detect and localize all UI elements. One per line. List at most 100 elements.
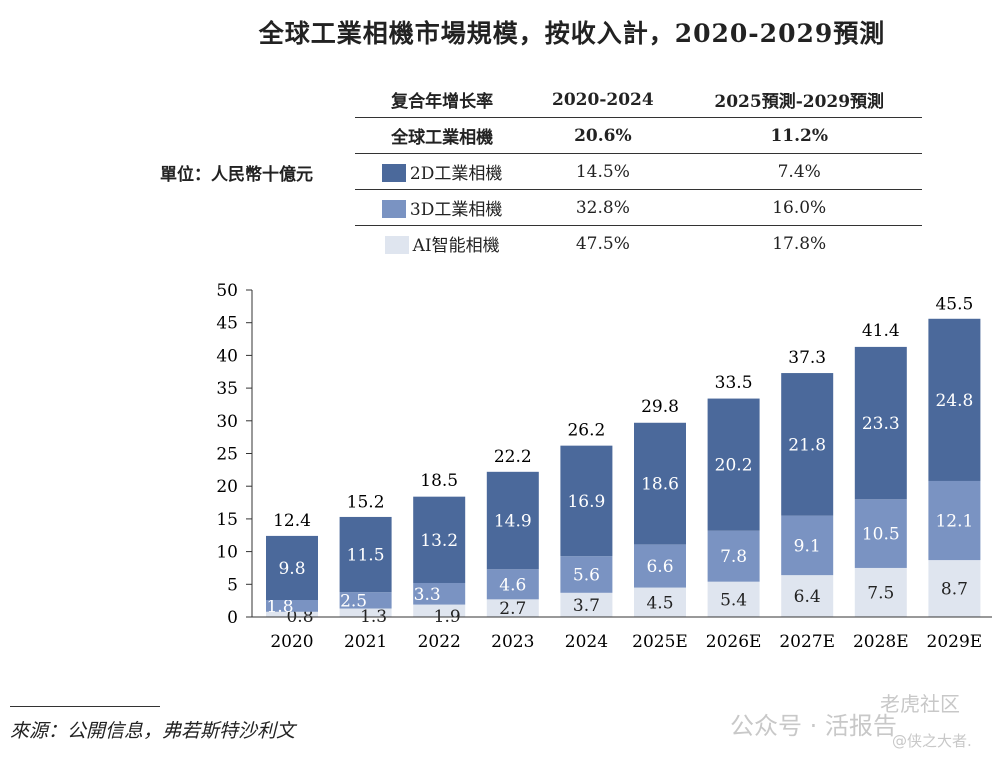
- data-label: 9.8: [278, 559, 305, 579]
- row-label: 2D工業相機: [409, 164, 503, 184]
- row-label: 3D工業相機: [409, 200, 503, 220]
- row-value: 32.8%: [529, 189, 677, 226]
- bar-segment: [854, 567, 907, 617]
- legend-swatch: [381, 164, 406, 182]
- data-label: 16.9: [567, 492, 605, 512]
- data-label: 9.1: [794, 536, 821, 556]
- data-label: 5.6: [573, 565, 600, 585]
- bar-segment: [486, 471, 539, 570]
- row-value: 14.5%: [529, 153, 677, 190]
- cagr-legend-table: 复合年增长率 2020-2024 2025預測-2029預測 全球工業相機 20…: [355, 82, 922, 261]
- data-label: 3.3: [414, 585, 441, 605]
- header-period-1: 2020-2024: [529, 82, 677, 118]
- y-tick-label: 5: [227, 575, 238, 595]
- row-value: 11.2%: [676, 117, 922, 154]
- total-label: 15.2: [347, 493, 385, 513]
- bar-segment: [560, 445, 613, 557]
- bar-segment: [413, 496, 466, 583]
- total-label: 45.5: [935, 294, 973, 314]
- bar-segment: [266, 599, 318, 612]
- total-label: 37.3: [788, 348, 826, 368]
- bar-segment: [781, 373, 834, 516]
- bar-segment: [928, 318, 981, 481]
- x-tick-label: 2027E: [779, 632, 835, 652]
- bar-segment: [266, 611, 318, 617]
- bar-segment: [560, 556, 613, 593]
- y-tick-label: 25: [216, 445, 238, 465]
- bar-segment: [928, 480, 981, 561]
- row-value: 47.5%: [575, 233, 630, 254]
- header-period-2: 2025預測-2029預測: [676, 82, 922, 118]
- total-label: 12.4: [273, 511, 311, 531]
- bar-segment: [339, 608, 392, 617]
- legend-2d: 2D工業相機: [355, 153, 530, 190]
- data-label: 11.5: [347, 546, 385, 566]
- bar-segment: [854, 499, 907, 568]
- source-divider: [10, 706, 160, 707]
- x-tick-label: 2026E: [706, 632, 762, 652]
- table-header: 复合年增长率 2020-2024 2025預測-2029預測: [355, 82, 922, 118]
- data-label: 10.5: [862, 525, 900, 545]
- total-label: 18.5: [420, 471, 458, 491]
- legend-swatch: [384, 236, 409, 254]
- x-tick-label: 2025E: [632, 632, 688, 652]
- row-value: 16.0%: [676, 189, 922, 226]
- watermark-author: @侠之大者.: [892, 732, 972, 750]
- legend-swatch: [381, 200, 406, 218]
- data-label: 18.6: [641, 475, 679, 495]
- bar-segment: [634, 587, 686, 617]
- bar-segment: [707, 398, 760, 531]
- x-tick-label: 2021: [344, 632, 387, 652]
- chart-title: 全球工業相機市場規模，按收入計，2020-2029預測: [258, 19, 886, 48]
- source-note: 來源：公開信息，弗若斯特沙利文: [10, 720, 296, 742]
- x-tick-label: 2029E: [927, 632, 983, 652]
- bar-segment: [266, 535, 318, 600]
- x-tick-label: 2023: [491, 632, 534, 652]
- total-label: 29.8: [641, 397, 679, 417]
- bar-segment: [413, 604, 466, 617]
- table-row: AI智能相機 47.5% 17.8%: [355, 226, 922, 262]
- data-label: 3.7: [573, 596, 600, 616]
- data-label: 4.5: [646, 593, 673, 613]
- watermark-site: 老虎社区: [880, 692, 960, 716]
- row-value: 17.8%: [772, 233, 827, 254]
- y-tick-label: 15: [216, 510, 238, 530]
- legend-ai: AI智能相機: [355, 226, 529, 262]
- y-tick-label: 45: [216, 314, 238, 334]
- legend-3d: 3D工業相機: [355, 189, 530, 226]
- y-tick-label: 0: [227, 608, 238, 628]
- x-tick-label: 2024: [565, 632, 608, 652]
- watermark-wechat: 公众号 · 活报告: [730, 712, 897, 740]
- data-label: 2.5: [340, 591, 367, 611]
- data-label: 2.7: [499, 599, 526, 619]
- data-label: 6.6: [646, 557, 673, 577]
- x-tick-label: 2028E: [853, 632, 909, 652]
- bar-segment: [707, 530, 760, 582]
- total-label: 26.2: [567, 421, 605, 441]
- bar-segment: [928, 560, 981, 617]
- data-label: 7.8: [720, 547, 747, 567]
- data-label: 5.4: [720, 590, 747, 610]
- data-label: 4.6: [499, 575, 526, 595]
- bar-segment: [339, 592, 392, 609]
- bar-segment: [707, 581, 760, 617]
- data-label: 24.8: [935, 391, 973, 411]
- bar-segment: [413, 582, 466, 605]
- row-label: 全球工業相機: [355, 117, 530, 154]
- bar-segment: [486, 599, 539, 617]
- bar-segment: [781, 515, 834, 576]
- bar-segment: [486, 569, 539, 600]
- data-label: 8.7: [941, 580, 968, 600]
- y-tick-label: 35: [216, 379, 238, 399]
- bar-segment: [634, 422, 686, 545]
- table-row: 全球工業相機 20.6% 11.2%: [355, 117, 922, 154]
- data-label: 23.3: [862, 414, 900, 434]
- data-label: 21.8: [788, 435, 826, 455]
- y-tick-label: 10: [216, 543, 238, 563]
- total-label: 22.2: [494, 447, 532, 467]
- bar-segment: [339, 516, 392, 593]
- y-tick-label: 20: [216, 477, 238, 497]
- table-row: 3D工業相機 32.8% 16.0%: [355, 189, 922, 226]
